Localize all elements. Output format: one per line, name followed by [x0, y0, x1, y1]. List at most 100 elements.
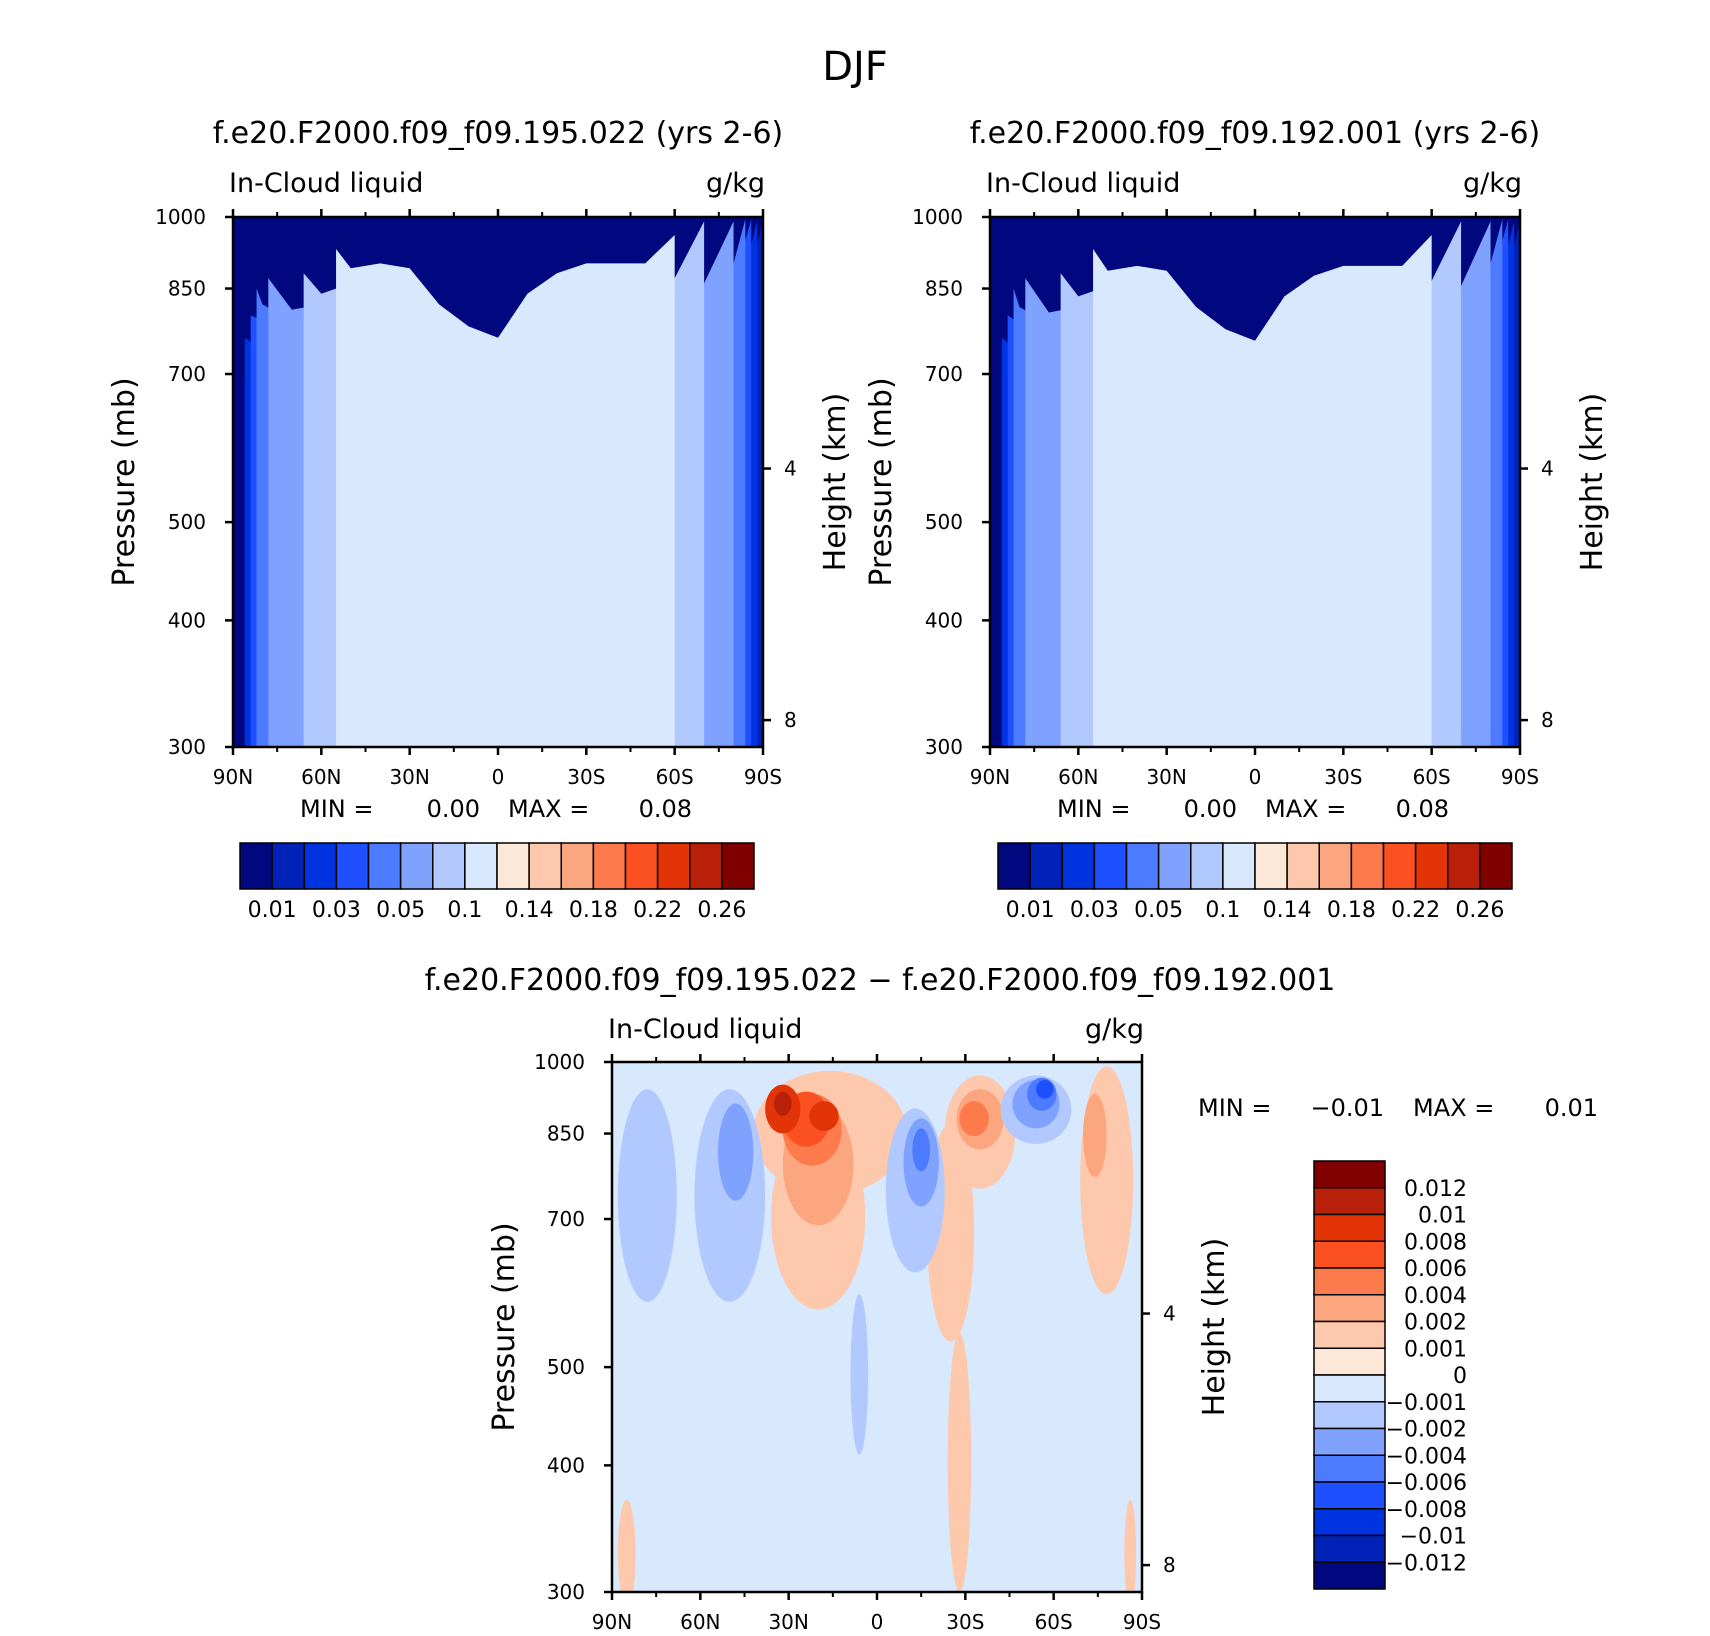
contour-blob	[1124, 1499, 1137, 1592]
colorbar-swatch	[1313, 1347, 1386, 1376]
colorbar-label: 0.002	[1404, 1311, 1467, 1336]
colorbar-swatch	[1029, 842, 1063, 890]
panel-2: f.e20.F2000.f09_f09.192.001 (yrs 2-6) In…	[864, 116, 1610, 923]
colorbar-swatch	[1157, 842, 1192, 890]
colorbar-label: 0.008	[1404, 1230, 1467, 1255]
plot-area	[612, 1062, 1142, 1592]
y2-tick-label: 8	[1163, 1553, 1176, 1577]
colorbar-swatch	[1190, 842, 1224, 890]
x-tick-label: 90S	[744, 765, 782, 789]
y2-axis-label: Height (km)	[1197, 1238, 1232, 1417]
units-label: g/kg	[706, 168, 765, 199]
y-tick-label: 300	[547, 1580, 585, 1604]
max-label: MAX =	[508, 795, 589, 823]
variable-label: In-Cloud liquid	[229, 168, 423, 199]
min-label: MIN =	[1057, 795, 1130, 823]
panel-title: f.e20.F2000.f09_f09.195.022 − f.e20.F200…	[425, 963, 1336, 998]
y-tick-label: 700	[547, 1207, 585, 1231]
colorbar-label: 0.012	[1404, 1177, 1467, 1202]
colorbar-label: 0.03	[1070, 898, 1119, 923]
colorbar-swatch	[335, 842, 370, 890]
y-tick-label: 400	[547, 1453, 585, 1477]
colorbar-swatch	[496, 842, 530, 890]
y-tick-label: 850	[547, 1122, 585, 1146]
min-value: 0.00	[1184, 795, 1237, 823]
colorbar-label: 0.001	[1404, 1337, 1467, 1362]
y-tick-label: 700	[925, 362, 963, 386]
x-tick-label: 60N	[680, 1610, 720, 1634]
y-tick-label: 700	[168, 362, 206, 386]
colorbar-swatch	[1447, 842, 1481, 890]
colorbar-swatch	[303, 842, 338, 890]
x-tick-label: 60N	[301, 765, 341, 789]
colorbar-label: 0.05	[1134, 898, 1183, 923]
x-tick-label: 30N	[1146, 765, 1186, 789]
y-tick-label: 1000	[534, 1050, 585, 1074]
contour-blob	[718, 1103, 754, 1201]
y-tick-label: 300	[168, 735, 206, 759]
colorbar-swatch	[399, 842, 434, 890]
x-tick-label: 60S	[1035, 1610, 1073, 1634]
colorbar-swatch	[1313, 1534, 1386, 1563]
colorbar-swatch	[1313, 1481, 1386, 1510]
colorbar-label: −0.008	[1386, 1498, 1467, 1523]
colorbar-label: 0.22	[1391, 898, 1440, 923]
x-tick-label: 0	[1249, 765, 1262, 789]
colorbar-swatch	[624, 842, 659, 890]
variable-label: In-Cloud liquid	[608, 1014, 802, 1045]
colorbar-swatch	[1313, 1561, 1386, 1590]
colorbar-label: 0.22	[633, 898, 682, 923]
contour-band	[336, 234, 675, 747]
colorbar-swatch	[1313, 1508, 1386, 1537]
colorbar: 0.01 0.03 0.05 0.1 0.14 0.18 0.22 0.26	[997, 842, 1513, 923]
colorbar-label: −0.006	[1386, 1471, 1467, 1496]
colorbar-swatch	[689, 842, 723, 890]
x-tick-label: 30S	[567, 765, 605, 789]
y-tick-label: 1000	[155, 205, 206, 229]
contour-blob	[1036, 1079, 1054, 1099]
units-label: g/kg	[1463, 168, 1522, 199]
plot-area	[990, 217, 1520, 747]
colorbar-swatch	[367, 842, 402, 890]
x-tick-label: 90N	[970, 765, 1010, 789]
min-label: MIN =	[300, 795, 373, 823]
colorbar-swatch	[1061, 842, 1096, 890]
x-tick-label: 30S	[946, 1610, 984, 1634]
colorbar-swatch	[721, 842, 755, 890]
colorbar-swatch	[1313, 1160, 1386, 1189]
x-tick-label: 30N	[768, 1610, 808, 1634]
contour-blob	[912, 1128, 931, 1172]
colorbar-label: −0.002	[1386, 1418, 1467, 1443]
colorbar-swatch	[464, 842, 498, 890]
variable-label: In-Cloud liquid	[986, 168, 1180, 199]
panel-difference: f.e20.F2000.f09_f09.195.022 − f.e20.F200…	[425, 963, 1598, 1634]
colorbar-swatch	[1313, 1294, 1386, 1323]
colorbar-swatch	[1286, 842, 1320, 890]
colorbar-swatch	[1222, 842, 1256, 890]
y-axis-label: Pressure (mb)	[107, 377, 142, 586]
max-value: 0.08	[1396, 795, 1449, 823]
colorbar-swatch	[1313, 1401, 1386, 1430]
y-tick-label: 500	[168, 510, 206, 534]
colorbar-swatch	[271, 842, 305, 890]
x-tick-label: 90S	[1123, 1610, 1161, 1634]
colorbar-label: −0.012	[1386, 1551, 1467, 1576]
contour-blob	[617, 1499, 636, 1592]
colorbar: 0.0120.010.0080.0060.0040.0020.0010−0.00…	[1313, 1160, 1467, 1590]
max-label: MAX =	[1413, 1094, 1494, 1122]
x-tick-label: 60S	[1413, 765, 1451, 789]
colorbar-label: 0.18	[1327, 898, 1376, 923]
y-tick-label: 500	[925, 510, 963, 534]
colorbar-swatch	[997, 842, 1031, 890]
contour-blob	[850, 1294, 869, 1455]
colorbar-label: 0.14	[1263, 898, 1312, 923]
colorbar-label: −0.004	[1386, 1444, 1467, 1469]
y-tick-label: 400	[168, 608, 206, 632]
contour-blob	[1080, 1066, 1134, 1295]
colorbar-label: 0.006	[1404, 1257, 1467, 1282]
colorbar-label: 0.1	[1205, 898, 1240, 923]
x-tick-label: 90S	[1501, 765, 1539, 789]
panel-title: f.e20.F2000.f09_f09.192.001 (yrs 2-6)	[970, 116, 1540, 151]
colorbar-swatch	[1382, 842, 1417, 890]
colorbar-label: 0.26	[1455, 898, 1504, 923]
